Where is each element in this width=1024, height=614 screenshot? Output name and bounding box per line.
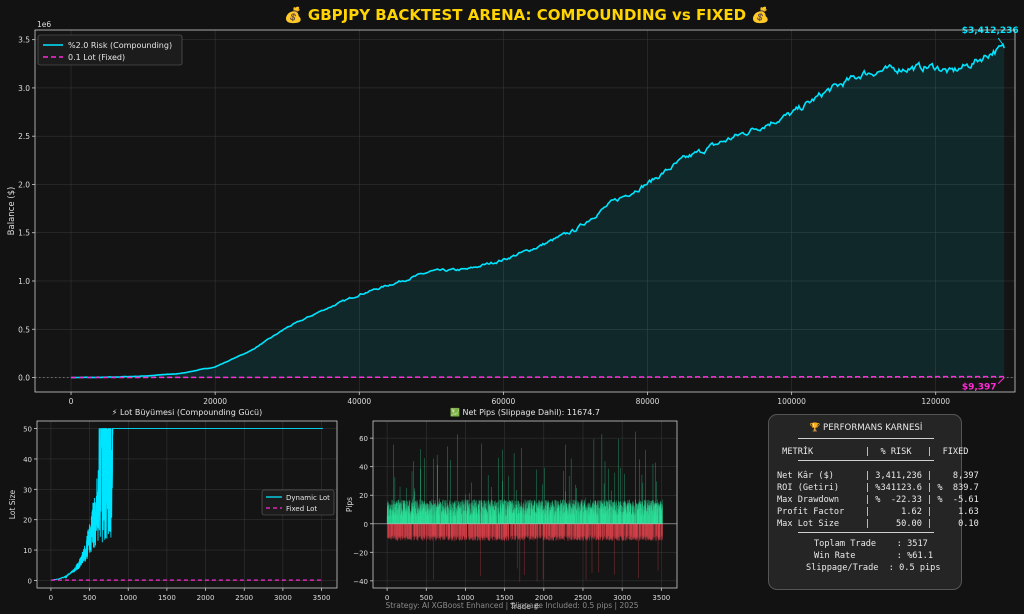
loss-bars: [387, 523, 663, 582]
dynamic-lot-line: [50, 428, 323, 581]
y-tick-label: 2.0: [18, 180, 30, 189]
x-tick-label: 1500: [158, 594, 176, 602]
y-tick-label: 0.5: [18, 325, 30, 334]
scorecard-divider: [798, 532, 934, 533]
scorecard-stat: Win Rate : %61.1: [814, 551, 933, 561]
y-tick-label: 60: [359, 435, 368, 443]
x-tick-label: 3500: [313, 594, 331, 602]
x-tick-label: 2000: [535, 594, 553, 602]
x-tick-label: 20000: [203, 397, 227, 406]
fixed-line: [71, 375, 1005, 379]
y-tick-label: 10: [23, 547, 32, 555]
y-tick-label: 2.5: [18, 132, 30, 141]
x-tick-label: 2500: [574, 594, 592, 602]
y-tick-label: −40: [353, 578, 368, 586]
plot-frame: [36, 420, 338, 589]
scorecard-stat: Toplam Trade : 3517: [814, 539, 928, 549]
scorecard-header: METRİK | % RISK | FIXED: [777, 447, 969, 457]
y-tick-label: 30: [23, 486, 32, 494]
x-tick-label: 0: [385, 594, 389, 602]
compounding-line: [70, 42, 1005, 379]
plot-frame: [372, 420, 678, 589]
x-tick-label: 3500: [652, 594, 670, 602]
y-tick-label: 0: [364, 521, 368, 529]
x-tick-label: 2000: [197, 594, 215, 602]
y-axis-label: Lot Size: [8, 489, 17, 519]
legend-label: Fixed Lot: [286, 505, 317, 513]
x-tick-label: 2500: [235, 594, 253, 602]
scorecard-divider: [798, 460, 934, 461]
plot-frame: [34, 29, 1016, 393]
fixed-end-label: $9,397: [962, 383, 997, 393]
y-tick-label: 20: [23, 517, 32, 525]
y-tick-label: 3.5: [18, 36, 30, 45]
lot-growth-chart: 0 500 1000 1500 2000 2500 3000 3500 0 10 20 30 40 50 ⚡…: [8, 408, 338, 602]
lot-chart-title: ⚡ Lot Büyümesi (Compounding Gücü): [112, 408, 262, 417]
y-axis-offset-label: 1e6: [37, 20, 51, 29]
balance-chart: 0 20000 40000 60000 80000 100000 120000 0.0 0.5 1…: [7, 20, 1019, 406]
plot-area: [35, 30, 1015, 392]
lot-legend: Dynamic Lot Fixed Lot: [261, 489, 335, 516]
y-tick-label: 20: [359, 492, 368, 500]
x-tick-label: 500: [83, 594, 96, 602]
x-tick-label: 0: [69, 397, 74, 406]
footer-text: Strategy: AI XGBoost Enhanced | Slippage…: [385, 601, 638, 610]
legend-box: [261, 489, 335, 516]
scorecard-row: Net Kâr ($) | 3,411,236 | 8,397: [777, 471, 979, 481]
compounding-end-label: $3,412,236: [962, 26, 1019, 36]
scorecard-title: 🏆 PERFORMANS KARNESİ: [809, 423, 923, 433]
scorecard-row: Max Drawdown | % -22.33 | % -5.61: [777, 495, 979, 505]
x-tick-label: 40000: [347, 397, 371, 406]
compounding-end-arrow: [997, 37, 1005, 47]
scorecard-row: Max Lot Size | 50.00 | 0.10: [777, 519, 979, 529]
fixed-end-arrow: [997, 377, 1005, 384]
y-tick-label: 50: [23, 426, 32, 434]
y-tick-label: 1.5: [18, 229, 30, 238]
y-tick-label: 40: [359, 464, 368, 472]
x-tick-label: 60000: [491, 397, 515, 406]
x-tick-label: 1000: [457, 594, 475, 602]
net-pips-chart: 0 500 1000 1500 2000 2500 3000 3500 −40 −20 0 20 40 6…: [345, 407, 678, 611]
legend-box: [37, 34, 183, 66]
balance-legend: %2.0 Risk (Compounding) 0.1 Lot (Fixed): [37, 34, 183, 66]
x-tick-label: 0: [49, 594, 53, 602]
y-axis-label: Pips: [345, 497, 354, 512]
performance-scorecard: 🏆 PERFORMANS KARNESİ METRİK | % RISK | F…: [768, 414, 979, 590]
y-tick-label: 0.0: [18, 374, 30, 383]
x-tick-label: 100000: [777, 397, 806, 406]
y-tick-label: −20: [353, 549, 368, 557]
x-tick-label: 3000: [613, 594, 631, 602]
legend-label: %2.0 Risk (Compounding): [68, 41, 172, 50]
x-tick-label: 120000: [921, 397, 950, 406]
legend-label: Dynamic Lot: [286, 494, 330, 502]
scorecard-row: Profit Factor | 1.62 | 1.63: [777, 507, 979, 517]
scorecard-row: ROI (Getiri) | %341123.6 | % 839.7: [777, 483, 979, 493]
scorecard-divider: [798, 438, 934, 439]
y-axis-label: Balance ($): [7, 187, 17, 236]
y-tick-label: 0: [28, 577, 32, 585]
x-axis-label: Trade #: [509, 602, 539, 611]
scorecard-stat: Slippage/Trade : 0.5 pips: [806, 563, 941, 573]
x-tick-label: 80000: [636, 397, 660, 406]
pips-chart-title: 💹 Net Pips (Slippage Dahil): 11674.7: [450, 407, 600, 417]
compounding-area: [71, 44, 1005, 378]
y-tick-label: 1.0: [18, 277, 30, 286]
x-tick-label: 3000: [274, 594, 292, 602]
legend-label: 0.1 Lot (Fixed): [68, 53, 125, 62]
y-tick-label: 40: [23, 456, 32, 464]
x-tick-label: 1500: [496, 594, 514, 602]
x-tick-label: 500: [420, 594, 433, 602]
gain-bars: [386, 431, 663, 524]
x-tick-label: 1000: [119, 594, 137, 602]
y-tick-label: 3.0: [18, 84, 30, 93]
figure-title: 💰 GBPJPY BACKTEST ARENA: COMPOUNDING vs …: [284, 6, 770, 24]
